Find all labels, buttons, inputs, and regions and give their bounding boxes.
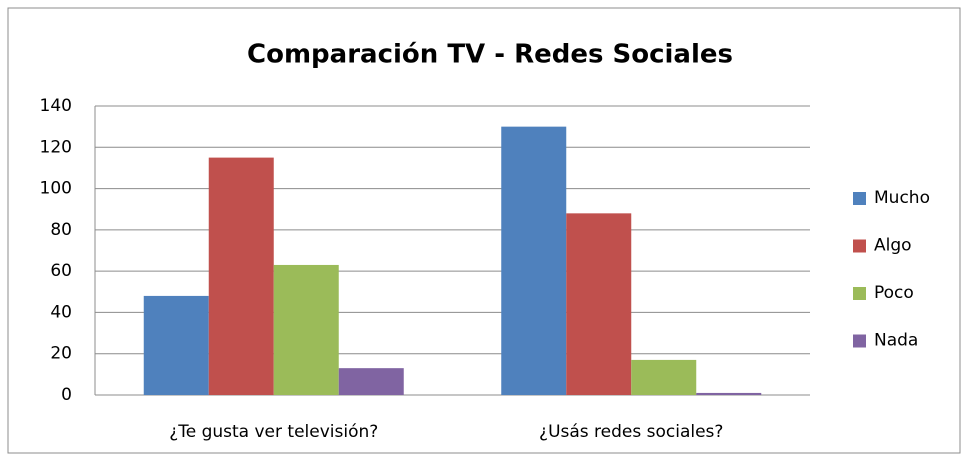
legend-swatch [853, 334, 866, 348]
y-tick-label: 80 [50, 220, 72, 240]
x-tick-label: ¿Usás redes sociales? [539, 422, 723, 442]
x-tick-label: ¿Te gusta ver televisión? [169, 422, 378, 442]
legend-swatch [853, 192, 866, 205]
legend-swatch [853, 239, 866, 253]
legend-swatch [853, 287, 866, 300]
y-tick-label: 20 [50, 344, 72, 364]
bar [631, 359, 697, 395]
legend-label: Mucho [874, 188, 930, 208]
bar [208, 157, 274, 395]
bar [566, 213, 632, 395]
y-tick-label: 0 [61, 385, 72, 405]
bar [338, 368, 404, 395]
y-tick-label: 140 [40, 96, 72, 116]
legend-label: Algo [874, 236, 912, 256]
chart-title: Comparación TV - Redes Sociales [247, 40, 733, 70]
y-tick-label: 120 [40, 137, 72, 157]
bar [273, 264, 339, 395]
bar [501, 126, 567, 396]
y-tick-label: 40 [50, 302, 72, 322]
bar [696, 392, 762, 395]
bar [143, 295, 209, 395]
legend-label: Poco [874, 283, 914, 303]
y-tick-label: 100 [40, 179, 72, 199]
y-tick-label: 60 [50, 261, 72, 281]
legend-label: Nada [874, 331, 918, 351]
